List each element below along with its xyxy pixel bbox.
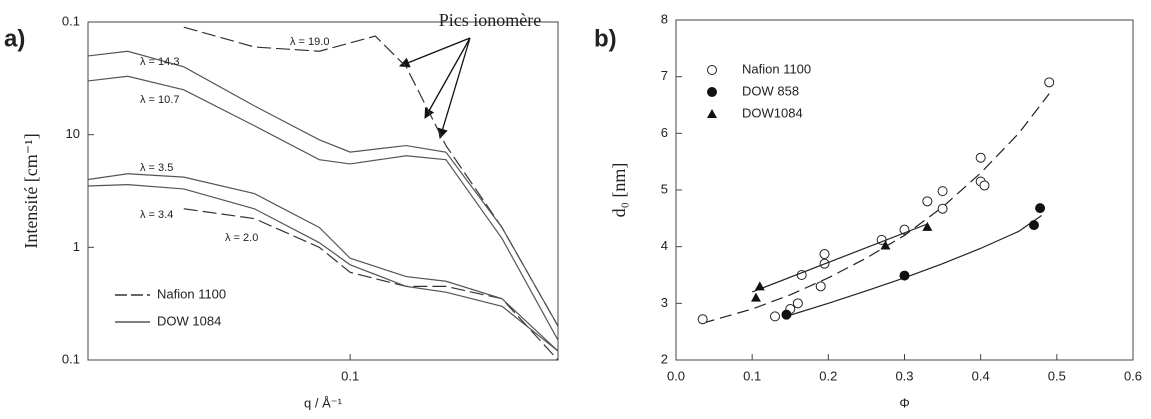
y-axis-label: d₀ [nm]	[609, 163, 629, 218]
legend-marker	[707, 87, 717, 97]
data-point	[975, 152, 986, 163]
lambda-label: λ = 14.3	[140, 56, 179, 68]
intensity-curve	[87, 173, 559, 352]
lambda-label: λ = 3.4	[140, 209, 173, 221]
legend-label: DOW 858	[742, 83, 799, 98]
fit-curve	[782, 215, 1042, 319]
x-tick-label: 0.0	[667, 368, 685, 383]
data-point	[697, 314, 708, 325]
data-point	[880, 240, 891, 250]
y-tick-label: 8	[661, 11, 668, 26]
y-tick-label: 0.1	[62, 351, 80, 366]
intensity-curve	[87, 50, 559, 327]
legend-label: DOW1084	[742, 105, 803, 120]
y-tick-label: 10	[66, 126, 80, 141]
panel-label: a)	[4, 25, 25, 52]
x-tick-label: 0.5	[1048, 368, 1066, 383]
y-tick-label: 7	[661, 68, 668, 83]
legend-label: Nafion 1100	[157, 286, 226, 301]
data-point	[754, 281, 765, 291]
intensity-curve	[183, 26, 559, 327]
lambda-label: λ = 10.7	[140, 94, 179, 106]
intensity-curve	[183, 208, 559, 361]
y-axis-label: Intensité [cm⁻¹]	[21, 133, 41, 248]
annotation: Pics ionomère	[439, 10, 541, 30]
plot-frame	[87, 21, 559, 361]
x-tick-label: 0.6	[1124, 368, 1142, 383]
x-tick-label: 0.1	[743, 368, 761, 383]
x-tick-label: 0.2	[819, 368, 837, 383]
y-tick-label: 6	[661, 125, 668, 140]
data-point	[781, 309, 792, 320]
legend-label: DOW 1084	[157, 313, 221, 328]
x-tick-label: 0.3	[895, 368, 913, 383]
data-point	[922, 221, 933, 231]
fit-curve	[702, 93, 1050, 324]
data-point	[1028, 220, 1039, 231]
y-tick-label: 1	[73, 239, 80, 254]
y-tick-label: 0.1	[62, 13, 80, 28]
y-tick-label: 5	[661, 181, 668, 196]
x-axis-label: Φ	[899, 395, 909, 410]
data-point	[1035, 203, 1046, 214]
x-tick-label: 0.1	[341, 368, 359, 383]
data-point	[1044, 77, 1055, 88]
legend-label: Nafion 1100	[742, 61, 811, 76]
fit-curve	[751, 223, 928, 293]
data-point	[922, 196, 933, 207]
y-tick-label: 4	[661, 238, 668, 253]
panel-label: b)	[594, 25, 617, 52]
lambda-label: λ = 2.0	[225, 232, 258, 244]
lambda-label: λ = 19.0	[290, 36, 329, 48]
y-tick-label: 2	[661, 351, 668, 366]
data-point	[899, 270, 910, 281]
data-point	[979, 180, 990, 191]
data-point	[937, 186, 948, 197]
intensity-curve	[87, 75, 559, 341]
data-point	[750, 292, 761, 302]
intensity-curve	[87, 184, 559, 352]
data-point	[770, 311, 781, 322]
data-point	[937, 203, 948, 214]
x-axis-label: q / Å⁻¹	[304, 395, 343, 410]
data-point	[819, 249, 830, 260]
x-tick-label: 0.4	[972, 368, 990, 383]
lambda-label: λ = 3.5	[140, 162, 173, 174]
legend-marker	[707, 109, 717, 118]
ionomer-arrows	[399, 37, 471, 139]
y-tick-label: 3	[661, 295, 668, 310]
legend-marker	[707, 65, 717, 75]
data-point	[792, 298, 803, 309]
data-point	[815, 281, 826, 292]
